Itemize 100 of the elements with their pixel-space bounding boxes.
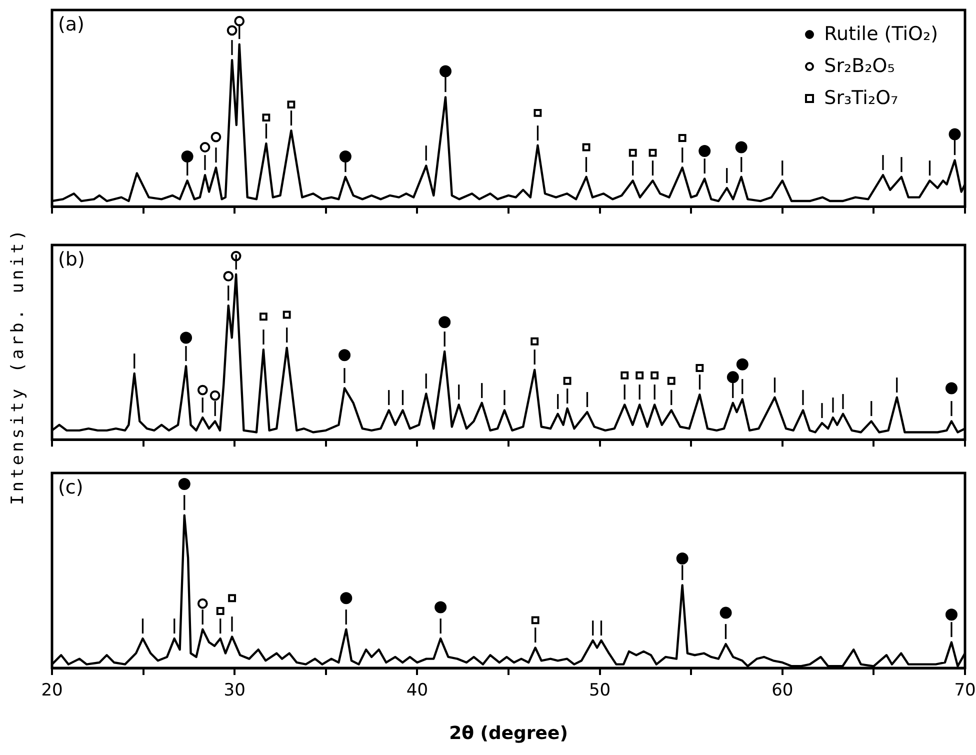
annotation: | bbox=[212, 398, 218, 417]
annotation: | bbox=[288, 108, 294, 126]
x-tick-label: 40 bbox=[406, 680, 428, 701]
annotation: | bbox=[456, 382, 462, 400]
legend-label: Rutile (TiO₂) bbox=[824, 22, 938, 47]
point bbox=[636, 371, 644, 380]
annotation: | bbox=[502, 388, 508, 406]
annotation: | bbox=[927, 158, 932, 176]
point bbox=[628, 148, 637, 157]
annotation: | bbox=[590, 618, 596, 636]
point bbox=[676, 552, 688, 565]
point bbox=[438, 316, 451, 328]
annotation: | bbox=[880, 152, 886, 170]
annotation: | bbox=[342, 366, 348, 384]
point bbox=[178, 478, 190, 490]
point bbox=[698, 144, 711, 157]
point bbox=[726, 371, 739, 384]
annotation: | bbox=[218, 616, 224, 634]
point bbox=[226, 25, 238, 36]
x-axis-title: 2θ (degree) bbox=[449, 722, 568, 744]
annotation: | bbox=[532, 347, 538, 366]
point bbox=[620, 371, 629, 380]
y-axis-title: Intensity (arb. unit) bbox=[8, 227, 28, 505]
annotation: | bbox=[479, 380, 485, 398]
annotation: | bbox=[772, 374, 778, 393]
point bbox=[735, 141, 748, 154]
annotation: | bbox=[840, 391, 846, 410]
annotation: | bbox=[442, 328, 448, 347]
annotation: (b) bbox=[58, 248, 85, 270]
annotation: | bbox=[386, 388, 392, 406]
point bbox=[287, 100, 296, 109]
annotation: | bbox=[622, 382, 628, 400]
annotation: | bbox=[819, 400, 825, 418]
point bbox=[650, 371, 659, 380]
x-tick-label: 70 bbox=[954, 680, 976, 701]
annotation: | bbox=[730, 380, 736, 398]
annotation: | bbox=[598, 618, 604, 636]
annotation: | bbox=[183, 344, 189, 362]
annotation: (c) bbox=[58, 476, 84, 498]
legend-label: Sr₂B₂O₅ bbox=[824, 54, 895, 79]
annotation: | bbox=[948, 398, 954, 417]
annotation: | bbox=[202, 152, 208, 170]
point bbox=[338, 349, 351, 362]
annotation: | bbox=[200, 394, 206, 413]
annotation: | bbox=[343, 606, 349, 625]
annotation: | bbox=[650, 158, 656, 176]
point bbox=[945, 382, 958, 394]
point bbox=[720, 606, 732, 619]
annotation: | bbox=[400, 388, 406, 406]
point bbox=[228, 594, 236, 602]
point bbox=[530, 337, 539, 346]
point bbox=[197, 384, 208, 396]
annotation: | bbox=[534, 122, 540, 141]
annotation: | bbox=[555, 391, 561, 410]
point bbox=[948, 128, 961, 140]
point bbox=[197, 598, 208, 609]
annotation: | bbox=[630, 158, 636, 176]
point bbox=[434, 601, 447, 614]
point bbox=[531, 616, 540, 624]
point bbox=[259, 312, 268, 321]
annotation: | bbox=[680, 562, 686, 581]
point bbox=[210, 132, 222, 142]
point bbox=[181, 150, 194, 163]
annotation: | bbox=[442, 74, 448, 93]
annotation: | bbox=[584, 389, 590, 408]
annotation: | bbox=[780, 158, 786, 176]
x-tick-label: 20 bbox=[41, 680, 63, 701]
annotation: | bbox=[898, 154, 904, 172]
annotation: | bbox=[172, 616, 178, 634]
annotation: | bbox=[260, 327, 266, 346]
annotation: | bbox=[738, 154, 744, 172]
point bbox=[216, 607, 224, 615]
annotation: | bbox=[894, 374, 900, 393]
point bbox=[945, 608, 958, 621]
annotation: | bbox=[723, 621, 729, 640]
annotation: | bbox=[740, 376, 746, 395]
annotation: | bbox=[423, 371, 429, 390]
point bbox=[678, 134, 686, 142]
point bbox=[200, 142, 210, 152]
point bbox=[696, 364, 704, 372]
point bbox=[262, 114, 270, 122]
point bbox=[340, 592, 352, 604]
annotation: | bbox=[213, 145, 219, 164]
annotation: | bbox=[584, 154, 590, 172]
point bbox=[563, 376, 572, 385]
annotation: | bbox=[200, 606, 206, 625]
point bbox=[180, 332, 192, 344]
annotation: | bbox=[948, 620, 954, 638]
annotation: | bbox=[696, 372, 702, 390]
x-tick-label: 60 bbox=[772, 680, 794, 701]
annotation: | bbox=[140, 616, 146, 634]
annotation: | bbox=[868, 398, 874, 417]
point bbox=[234, 16, 245, 26]
annotation: | bbox=[132, 350, 138, 369]
annotation: | bbox=[702, 156, 708, 174]
x-tick-label: 50 bbox=[588, 680, 611, 701]
point bbox=[582, 143, 590, 152]
annotation: | bbox=[564, 386, 570, 404]
annotation: | bbox=[226, 282, 232, 301]
x-tick-label: 30 bbox=[224, 680, 246, 701]
